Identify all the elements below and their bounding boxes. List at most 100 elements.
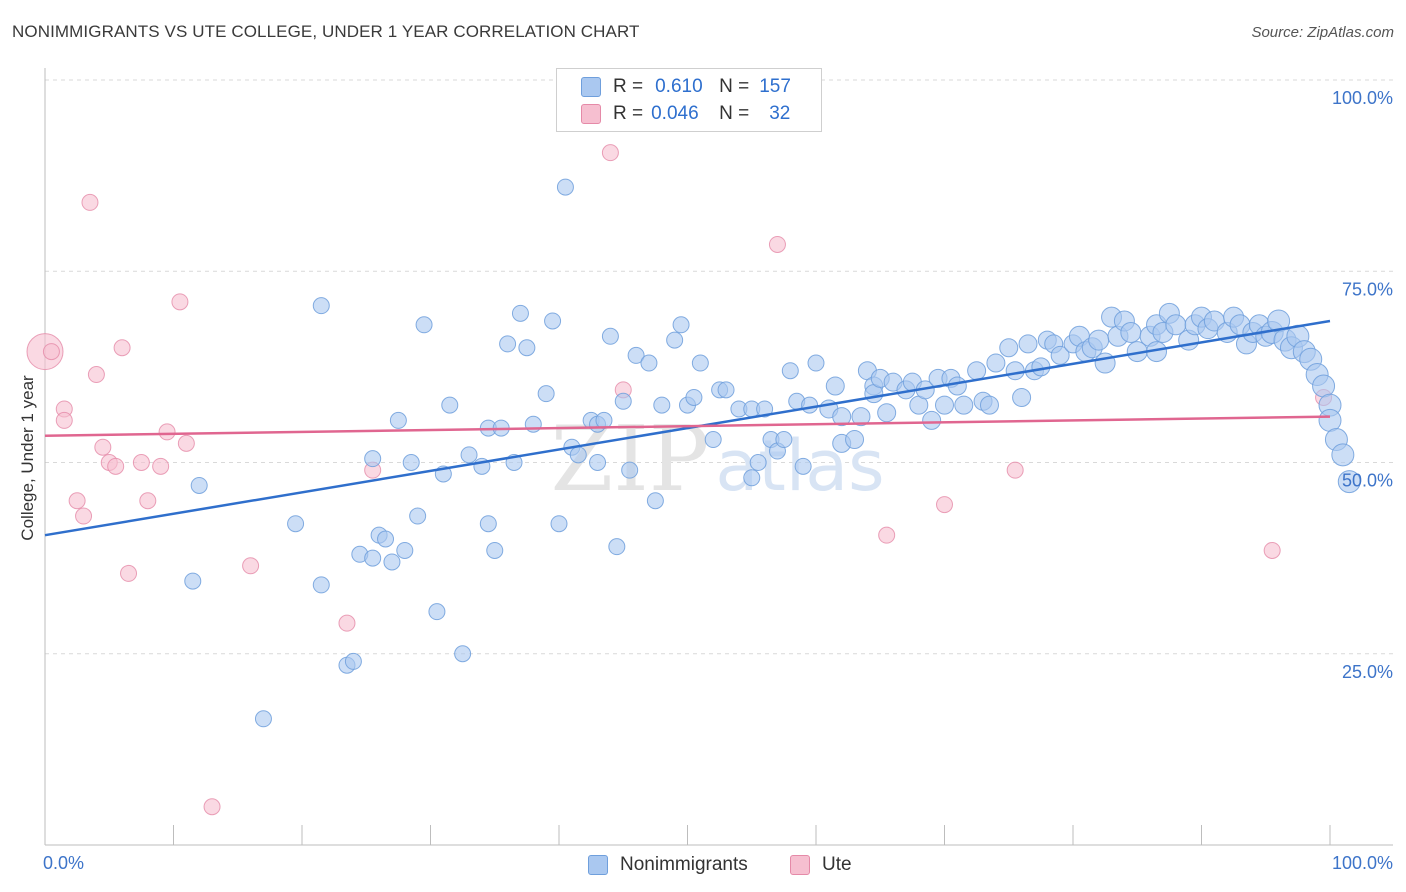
nonimmigrants-point xyxy=(524,415,542,433)
x-tick-label: 0.0% xyxy=(43,853,84,873)
chart-title: NONIMMIGRANTS VS UTE COLLEGE, UNDER 1 YE… xyxy=(12,22,640,41)
ute-point xyxy=(177,434,195,452)
nonimmigrants-point xyxy=(877,403,897,423)
nonimmigrants-point xyxy=(184,572,202,590)
nonimmigrants-point xyxy=(986,353,1006,373)
nonimmigrants-point xyxy=(608,538,626,556)
nonimmigrants-point xyxy=(1012,387,1032,407)
nonimmigrants-point xyxy=(743,469,761,487)
nonimmigrants-point xyxy=(775,431,793,449)
nonimmigrants-point xyxy=(999,338,1019,358)
ute-point xyxy=(81,193,99,211)
nonimmigrants-point xyxy=(749,454,767,471)
ute-point xyxy=(120,564,138,582)
nonimmigrants-point xyxy=(518,339,536,357)
axes-layer xyxy=(44,68,1393,846)
nonimmigrants-point xyxy=(825,376,845,396)
ute-point xyxy=(132,454,150,471)
correlation-legend: R = 0.610 N = 157 R = 0.046 N = 32 xyxy=(556,68,822,132)
legend-row-ute: R = 0.046 N = 32 xyxy=(581,101,790,127)
nonimmigrants-point xyxy=(486,541,504,559)
nonimmigrants-point xyxy=(415,316,433,334)
nonimmigrants-point xyxy=(511,304,529,322)
ute-point xyxy=(158,423,176,441)
ute-point xyxy=(87,366,105,384)
ute-point xyxy=(936,496,953,514)
ute-point xyxy=(242,557,260,575)
ute-point xyxy=(68,492,86,510)
y-tick-label: 100.0% xyxy=(1332,88,1393,108)
ute-point xyxy=(601,144,619,162)
legend-row-nonimmigrants: R = 0.610 N = 157 xyxy=(581,74,791,100)
nonimmigrants-point xyxy=(364,549,382,567)
nonimmigrants-point xyxy=(389,411,407,429)
y-tick-label: 25.0% xyxy=(1342,662,1393,682)
nonimmigrants-point xyxy=(454,645,472,663)
legend-r-label: R = xyxy=(613,103,644,124)
source-label: Source: ZipAtlas.com xyxy=(1251,24,1394,41)
bottom-legend-label: Ute xyxy=(822,854,852,875)
ute-point xyxy=(113,339,131,357)
nonimmigrants-point xyxy=(499,335,517,353)
ute-point xyxy=(107,457,125,475)
nonimmigrants-point xyxy=(621,461,639,479)
nonimmigrants-point xyxy=(947,376,967,396)
nonimmigrants-point xyxy=(479,515,497,533)
legend-r-label: R = xyxy=(613,76,644,97)
nonimmigrants-point xyxy=(569,446,587,464)
nonimmigrants-point xyxy=(967,361,987,381)
nonimmigrants-point xyxy=(254,710,272,728)
legend-n-label: N = xyxy=(719,76,750,97)
nonimmigrants-points xyxy=(184,178,1361,728)
ute-point xyxy=(42,343,60,361)
nonimmigrants-point xyxy=(685,388,703,406)
nonimmigrants-point xyxy=(756,400,774,418)
nonimmigrants-point xyxy=(979,395,999,415)
nonimmigrants-point xyxy=(287,515,305,533)
nonimmigrants-point xyxy=(627,346,645,364)
ute-point xyxy=(139,492,157,510)
ute-trend-line xyxy=(44,415,1331,437)
nonimmigrants-point xyxy=(935,395,954,415)
bottom-legend-nonimmigrants: Nonimmigrants xyxy=(588,852,748,878)
nonimmigrants-point xyxy=(640,354,658,372)
nonimmigrants-point xyxy=(383,553,401,571)
nonimmigrants-point xyxy=(344,652,362,670)
ute-point xyxy=(171,293,189,311)
ute-point xyxy=(768,235,786,253)
legend-r-value: 0.046 xyxy=(651,103,699,124)
nonimmigrants-point xyxy=(1088,329,1110,351)
nonimmigrants-trend-line xyxy=(44,319,1331,537)
nonimmigrants-point xyxy=(441,396,459,414)
ute-point xyxy=(878,526,896,544)
nonimmigrants-point xyxy=(1120,321,1142,343)
nonimmigrants-point xyxy=(794,457,812,475)
nonimmigrants-point xyxy=(1005,361,1025,381)
bottom-legend-swatch-blue xyxy=(588,855,608,875)
nonimmigrants-point xyxy=(704,431,722,449)
legend-n-label: N = xyxy=(719,103,750,124)
nonimmigrants-point xyxy=(190,476,208,494)
nonimmigrants-point xyxy=(672,316,690,334)
ute-point xyxy=(203,798,221,816)
ute-point xyxy=(1263,541,1281,559)
bottom-legend-label: Nonimmigrants xyxy=(620,854,748,875)
nonimmigrants-point xyxy=(801,396,819,414)
nonimmigrants-point xyxy=(781,362,799,380)
bottom-legend-ute: Ute xyxy=(790,852,852,878)
nonimmigrants-point xyxy=(595,411,613,429)
legend-swatch-blue xyxy=(581,77,601,97)
nonimmigrants-point xyxy=(377,530,395,548)
nonimmigrants-point xyxy=(614,392,632,410)
nonimmigrants-point xyxy=(556,178,574,196)
nonimmigrants-point xyxy=(666,331,684,349)
nonimmigrants-point xyxy=(832,407,852,427)
nonimmigrants-point xyxy=(544,312,562,330)
nonimmigrants-point xyxy=(601,327,619,345)
nonimmigrants-point xyxy=(807,354,825,372)
nonimmigrants-point xyxy=(954,395,974,415)
nonimmigrants-point xyxy=(460,446,478,464)
nonimmigrants-point xyxy=(1337,470,1361,494)
legend-r-value: 0.610 xyxy=(655,76,703,97)
